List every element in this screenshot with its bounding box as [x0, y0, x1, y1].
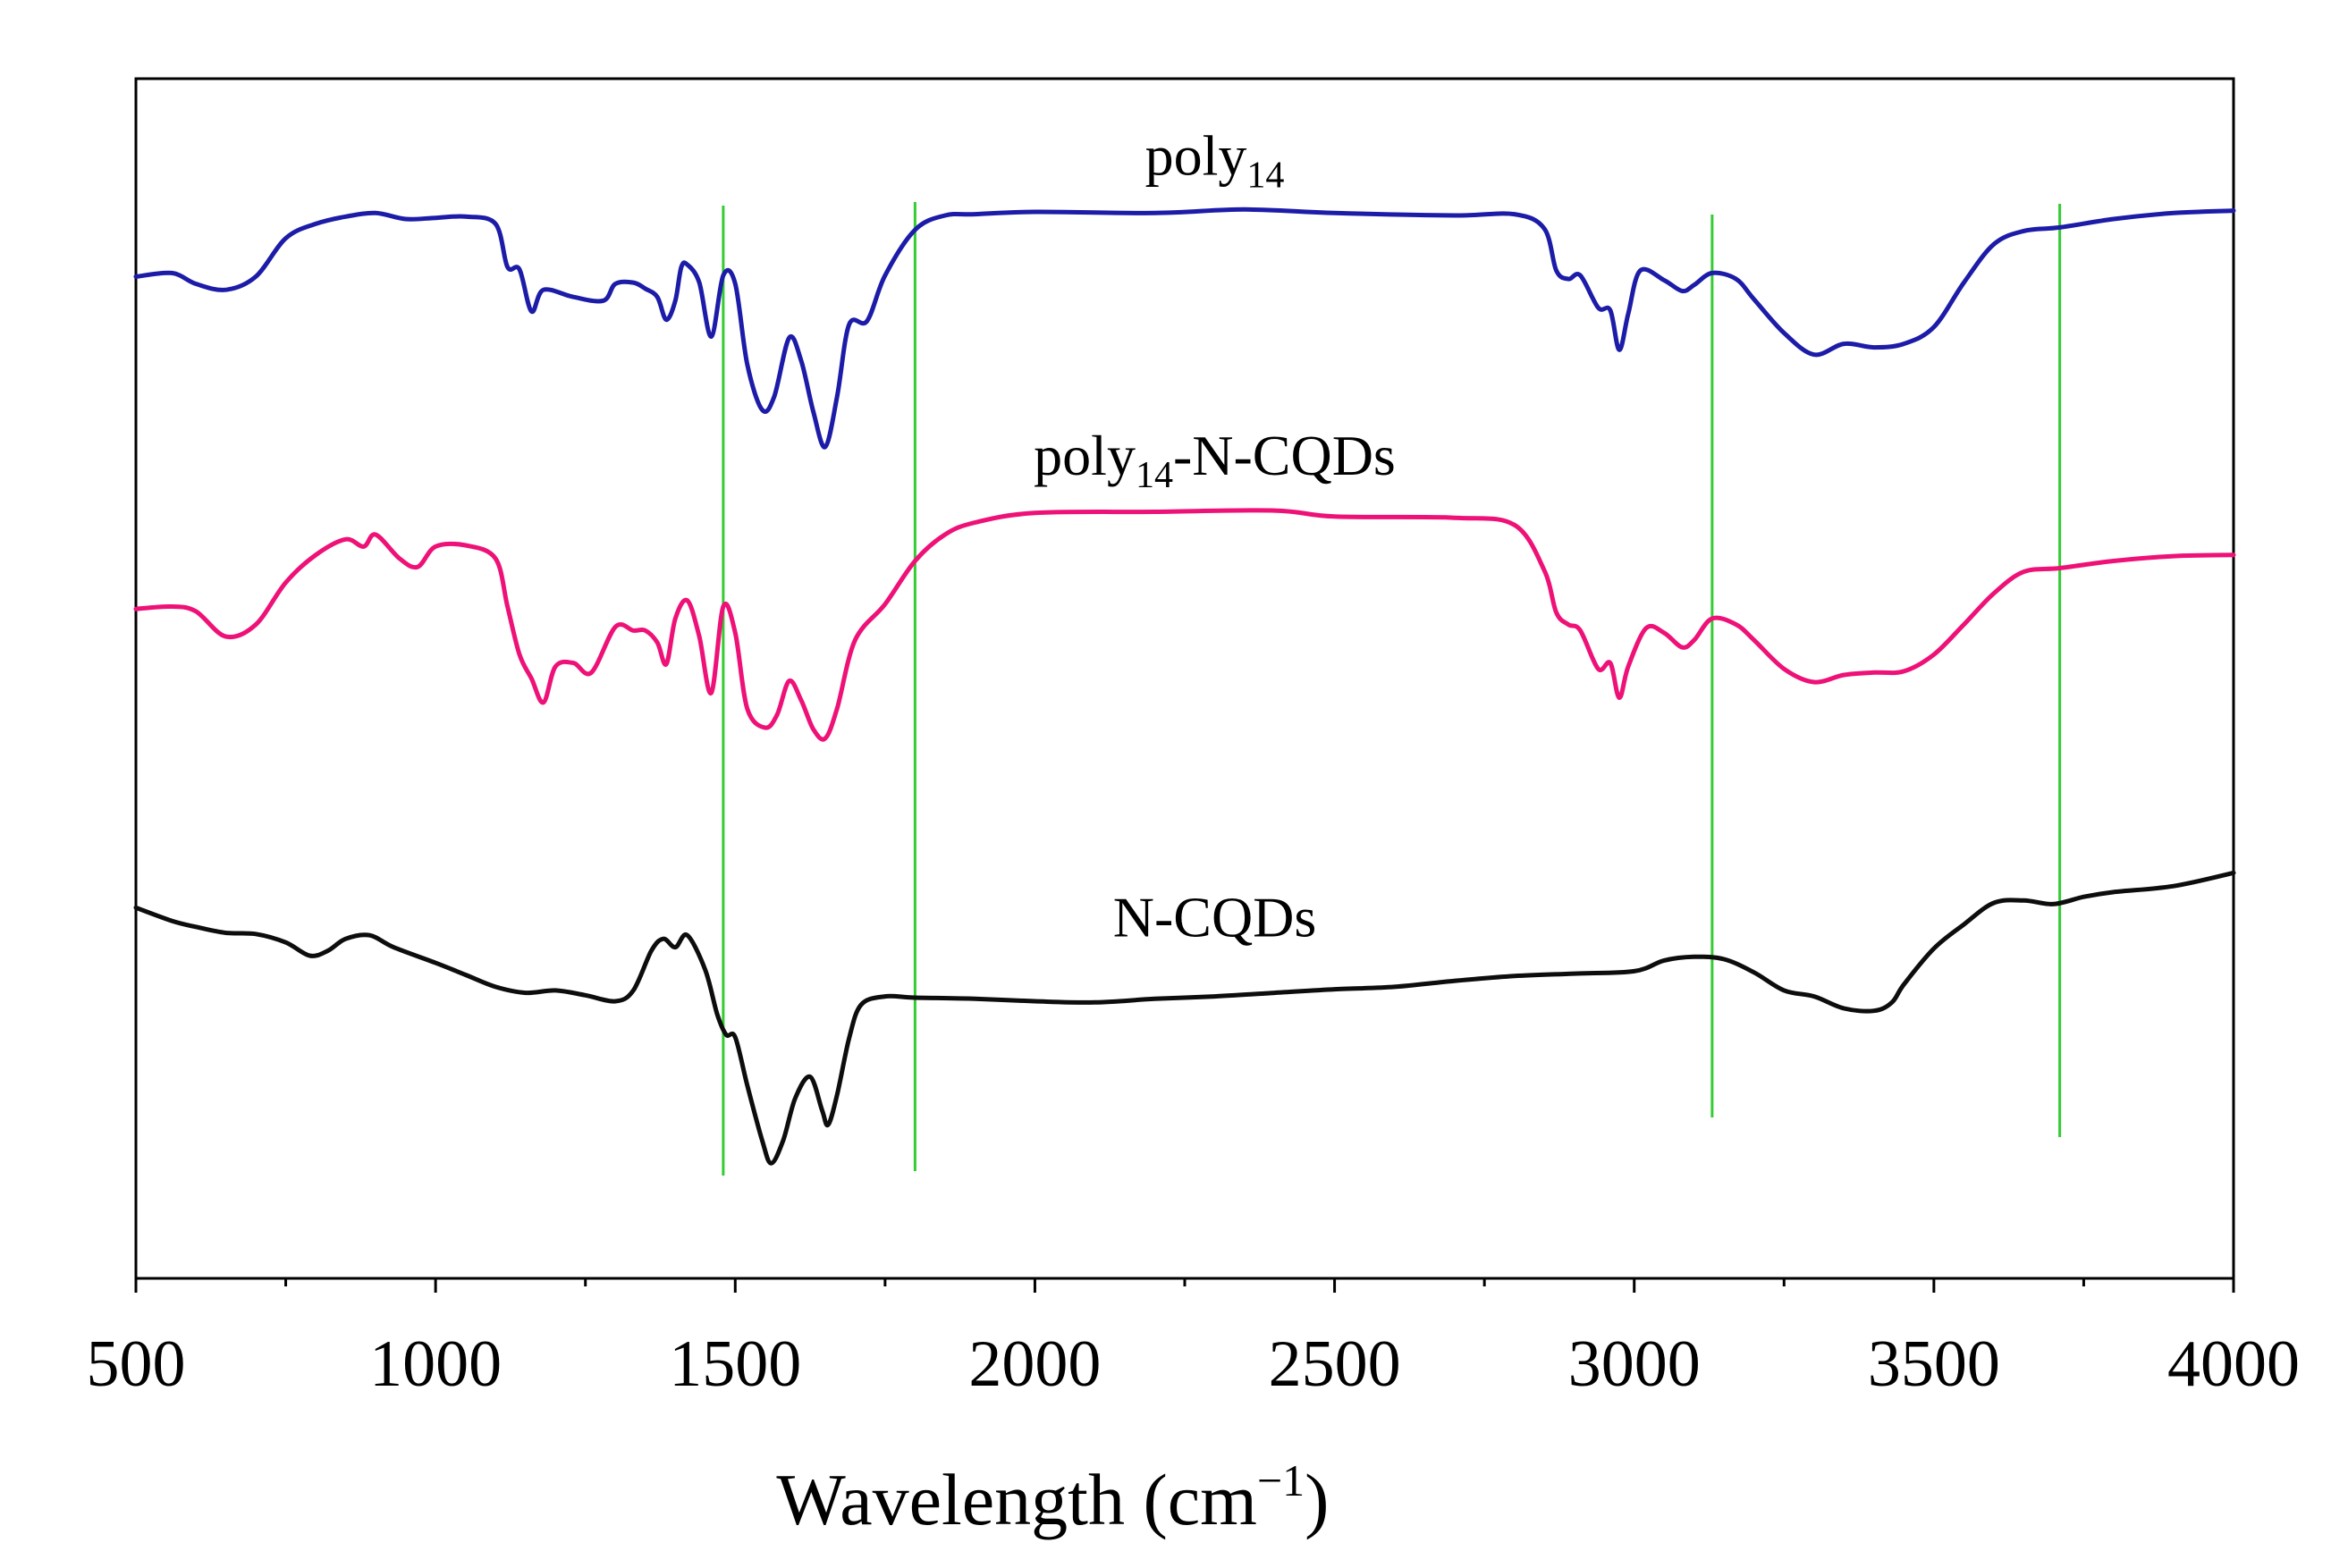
x-tick-label: 2500	[1269, 1328, 1401, 1401]
x-tick-label: 4000	[2167, 1328, 2300, 1401]
x-tick-label: 3000	[1568, 1328, 1701, 1401]
series-line-poly14-N-CQDs	[133, 508, 2236, 742]
series-label-poly14: poly14	[1145, 123, 1285, 196]
x-tick-label: 1500	[669, 1328, 801, 1401]
x-axis-tick-labels: 500 1000 1500 2000 2500 3000 3500 4000	[87, 1328, 2301, 1401]
series-line-N-CQDs	[133, 870, 2236, 1166]
x-axis-ticks	[134, 1278, 2235, 1293]
series-label-rest: -N-CQDs	[1173, 424, 1396, 487]
x-tick-label: 2000	[968, 1328, 1101, 1401]
x-tick-label: 1000	[369, 1328, 502, 1401]
series-line-poly14	[133, 207, 2236, 450]
series-label-main: N-CQDs	[1113, 886, 1317, 949]
x-tick-label: 3500	[1868, 1328, 2000, 1401]
series-label-subscript: 14	[1246, 155, 1284, 196]
series-label-main: poly	[1145, 123, 1247, 187]
reference-lines	[722, 202, 2062, 1176]
x-tick-label: 500	[87, 1328, 186, 1401]
series-label-main: poly	[1034, 424, 1136, 487]
series-label-poly14-N-CQDs: poly14-N-CQDs	[1034, 424, 1396, 496]
x-axis-title: Wavelength (cm−1)	[776, 1455, 1329, 1540]
series-label-subscript: 14	[1136, 455, 1173, 496]
plot-frame	[134, 77, 2235, 1280]
spectra	[133, 207, 2236, 1166]
series-label-N-CQDs: N-CQDs	[1113, 886, 1317, 949]
